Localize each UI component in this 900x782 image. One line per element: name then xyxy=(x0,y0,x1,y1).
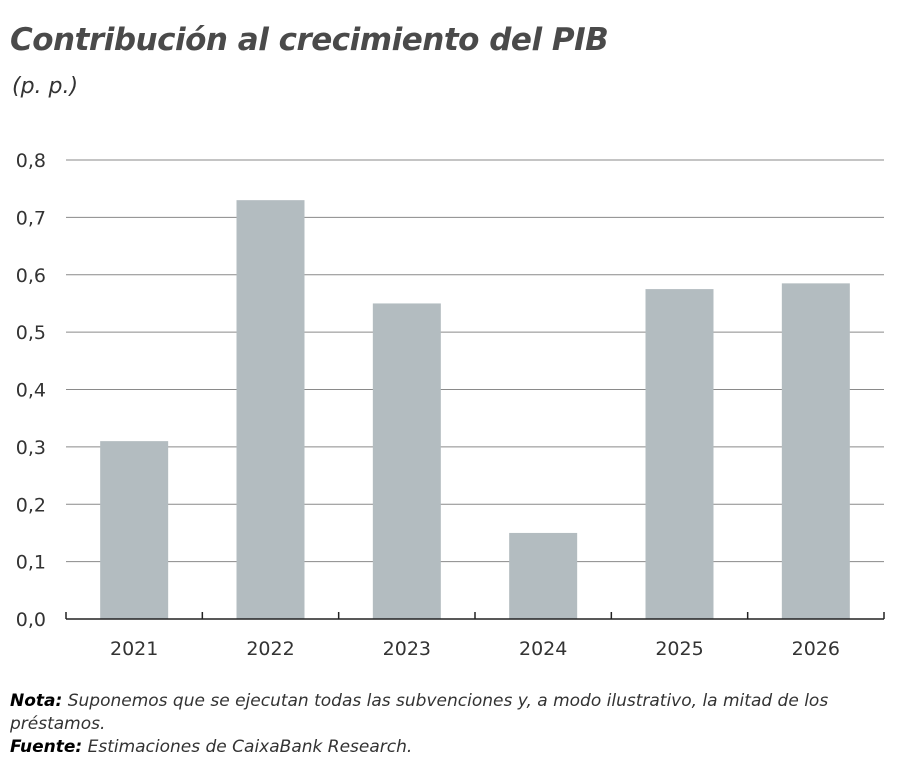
note-label: Nota: xyxy=(10,691,63,711)
chart-notes: Nota: Suponemos que se ejecutan todas la… xyxy=(10,690,880,759)
y-tick-label: 0,8 xyxy=(16,150,46,172)
chart-subtitle: (p. p.) xyxy=(12,74,79,99)
y-tick-label: 0,6 xyxy=(16,265,46,287)
chart-title: Contribución al crecimiento del PIB xyxy=(10,22,609,58)
bar-2024 xyxy=(509,532,578,619)
source-text: Estimaciones de CaixaBank Research. xyxy=(82,737,413,757)
y-tick-label: 0,4 xyxy=(16,380,46,402)
x-tick-label: 2024 xyxy=(519,638,567,660)
y-tick-label: 0,0 xyxy=(16,609,46,631)
source-label: Fuente: xyxy=(10,737,83,757)
bar-2021 xyxy=(100,441,169,619)
x-tick-label: 2022 xyxy=(246,638,294,660)
y-tick-label: 0,2 xyxy=(16,494,46,516)
x-tick-label: 2026 xyxy=(792,638,840,660)
x-tick-label: 2021 xyxy=(110,638,158,660)
y-tick-label: 0,7 xyxy=(16,207,46,229)
bar-2026 xyxy=(781,283,850,619)
note-text: Suponemos que se ejecutan todas las subv… xyxy=(10,691,829,734)
bar-chart: 0,0 0,1 0,2 0,3 0,4 0,5 0,6 0,7 0,8 2021 2022 2023 2… xyxy=(16,150,885,660)
note-line: Nota: Suponemos que se ejecutan todas la… xyxy=(10,690,880,736)
y-tick-label: 0,5 xyxy=(16,322,46,344)
bar-2025 xyxy=(645,289,714,619)
source-line: Fuente: Estimaciones de CaixaBank Resear… xyxy=(10,736,880,759)
y-tick-label: 0,1 xyxy=(16,552,46,574)
bar-2023 xyxy=(372,303,441,619)
y-tick-label: 0,3 xyxy=(16,437,46,459)
x-tick-label: 2025 xyxy=(655,638,703,660)
x-tick-label: 2023 xyxy=(383,638,431,660)
bar-2022 xyxy=(236,200,305,619)
